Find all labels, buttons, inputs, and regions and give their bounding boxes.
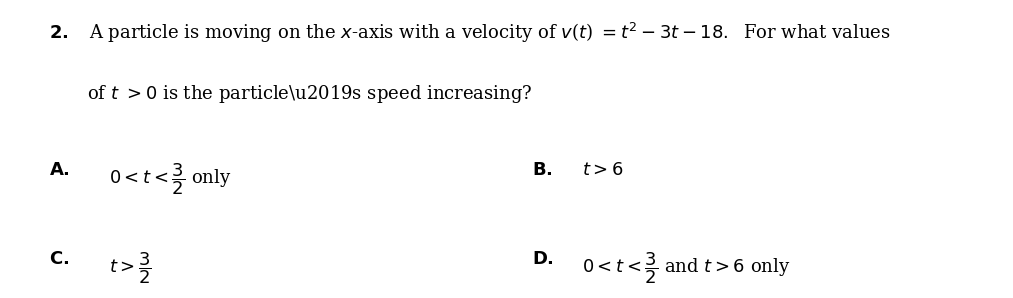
Text: $0 < t < \dfrac{3}{2}$ and $t > 6$ only: $0 < t < \dfrac{3}{2}$ and $t > 6$ only [582, 250, 791, 286]
Text: $\mathbf{C.}$: $\mathbf{C.}$ [49, 250, 69, 268]
Text: $\mathbf{D.}$: $\mathbf{D.}$ [532, 250, 554, 268]
Text: of $\it{t}$ $> 0$ is the particle\u2019s speed increasing?: of $\it{t}$ $> 0$ is the particle\u2019s… [87, 83, 533, 105]
Text: $\mathbf{A.}$: $\mathbf{A.}$ [49, 161, 70, 179]
Text: $t > 6$: $t > 6$ [582, 161, 624, 179]
Text: $0 < t < \dfrac{3}{2}$ only: $0 < t < \dfrac{3}{2}$ only [109, 161, 232, 197]
Text: $\mathbf{2.}$   A particle is moving on the $\it{x}$-axis with a velocity of $\i: $\mathbf{2.}$ A particle is moving on th… [49, 21, 890, 45]
Text: $t > \dfrac{3}{2}$: $t > \dfrac{3}{2}$ [109, 250, 152, 286]
Text: $\mathbf{B.}$: $\mathbf{B.}$ [532, 161, 552, 179]
